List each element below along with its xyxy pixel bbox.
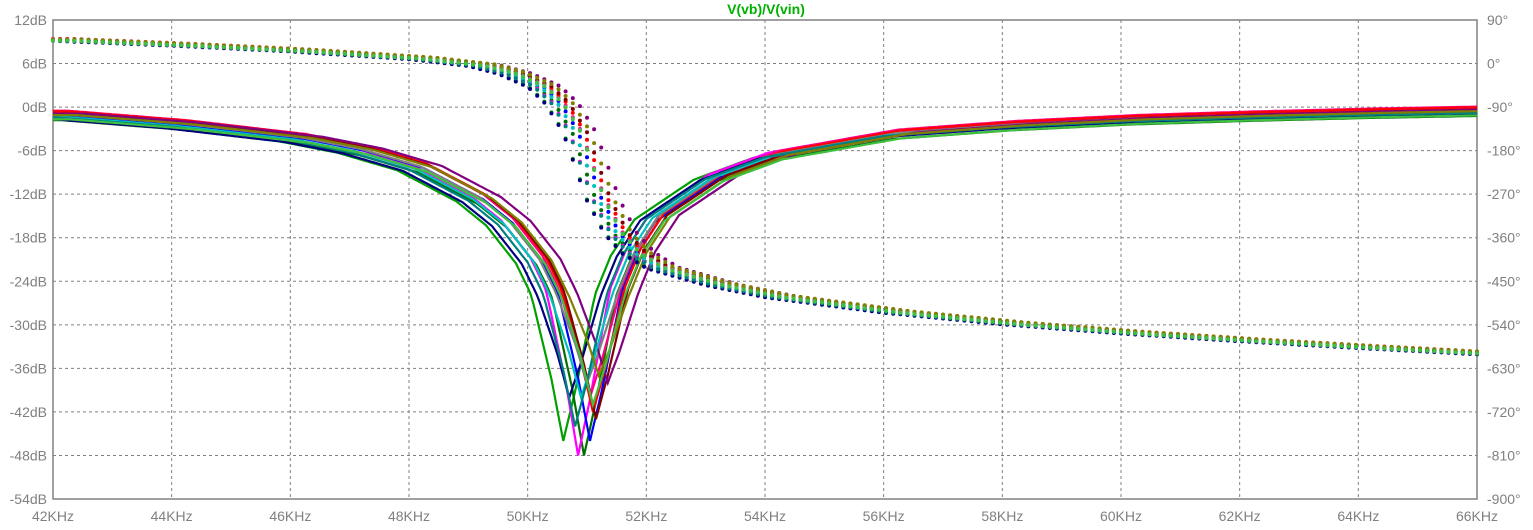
plot-frame (52, 19, 1478, 500)
magnitude-line (53, 114, 1478, 409)
right-tick-label: -810° (1487, 447, 1521, 463)
left-axis-ticks: 12dB 6dB 0dB -6dB -12dB -18dB -24dB -30dB -36dB -… (10, 12, 47, 507)
right-tick-label: -450° (1487, 273, 1521, 289)
x-tick-label: 56KHz (863, 508, 905, 524)
magnitude-line (53, 105, 1478, 402)
left-tick-label: 0dB (22, 99, 47, 115)
left-tick-label: -6dB (17, 143, 47, 159)
left-tick-label: 6dB (22, 56, 47, 72)
left-tick-label: -24dB (10, 273, 47, 289)
x-tick-label: 48KHz (388, 508, 430, 524)
x-tick-label: 52KHz (625, 508, 667, 524)
right-axis-ticks: 90° 0° -90° -180° -270° -360° -450° -540° -630° -… (1487, 12, 1521, 507)
x-axis-ticks: 42KHz 44KHz 46KHz 48KHz 50KHz 52KHz 54KHz 56KHz… (32, 508, 1498, 524)
left-tick-label: -42dB (10, 404, 47, 420)
right-tick-label: -180° (1487, 143, 1521, 159)
left-tick-label: 12dB (14, 12, 47, 28)
chart-title: V(vb)/V(vin) (727, 1, 805, 17)
left-tick-label: -18dB (10, 230, 47, 246)
x-tick-label: 62KHz (1219, 508, 1261, 524)
phase-dotted-line (51, 38, 1480, 356)
x-tick-label: 66KHz (1456, 508, 1498, 524)
x-tick-label: 46KHz (269, 508, 311, 524)
x-tick-label: 54KHz (744, 508, 786, 524)
left-tick-label: -48dB (10, 447, 47, 463)
right-tick-label: -900° (1487, 491, 1521, 507)
left-tick-label: -54dB (10, 491, 47, 507)
x-tick-label: 42KHz (32, 508, 74, 524)
grid-lines (53, 20, 1477, 499)
x-tick-label: 50KHz (507, 508, 549, 524)
right-tick-label: -630° (1487, 360, 1521, 376)
x-tick-label: 64KHz (1337, 508, 1379, 524)
magnitude-line (53, 110, 1477, 379)
right-tick-label: -540° (1487, 317, 1521, 333)
right-tick-label: -90° (1487, 99, 1513, 115)
left-tick-label: -12dB (10, 186, 47, 202)
left-tick-label: -36dB (10, 360, 47, 376)
x-tick-label: 60KHz (1100, 508, 1142, 524)
series-group (51, 36, 1480, 456)
right-tick-label: -720° (1487, 404, 1521, 420)
x-tick-label: 44KHz (151, 508, 193, 524)
right-tick-label: 0° (1487, 56, 1500, 72)
right-tick-label: 90° (1487, 12, 1508, 28)
left-tick-label: -30dB (10, 317, 47, 333)
right-tick-label: -360° (1487, 230, 1521, 246)
right-tick-label: -270° (1487, 186, 1521, 202)
x-tick-label: 58KHz (981, 508, 1023, 524)
